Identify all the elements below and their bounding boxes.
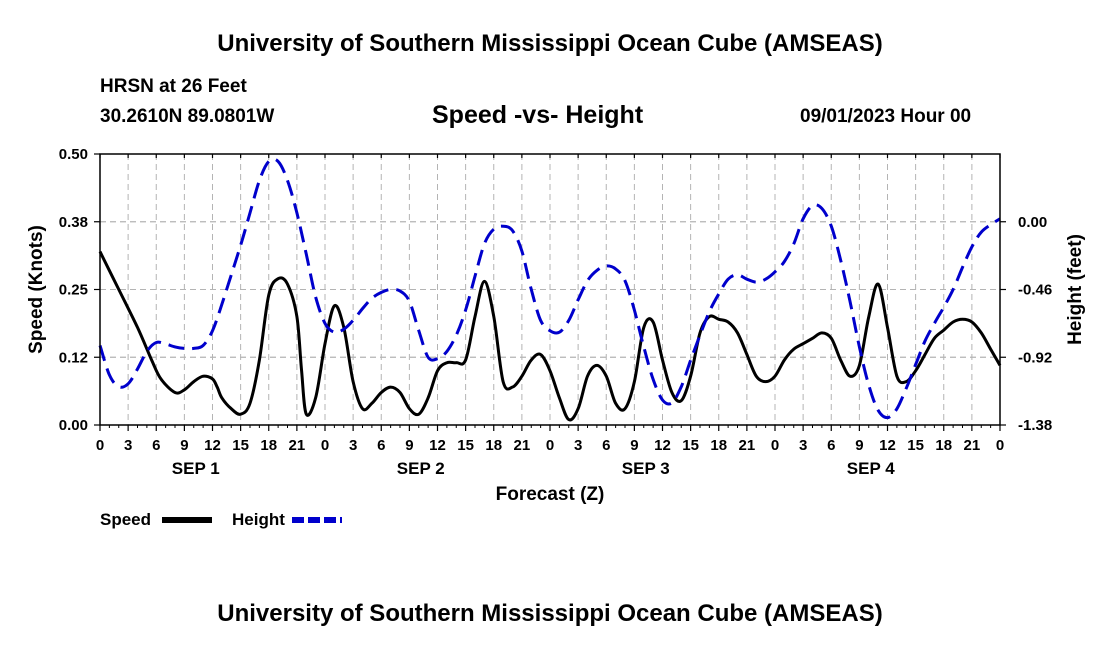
height-series-line: [98, 157, 1001, 420]
x-tick-label: 21: [964, 437, 981, 454]
x-tick-label: 12: [879, 437, 896, 454]
datetime-label: 09/01/2023 Hour 00: [800, 106, 972, 127]
y2-tick-label: -1.38: [1018, 417, 1052, 434]
x-tick-label: 15: [682, 437, 699, 454]
x-tick-label: 0: [771, 437, 779, 454]
day-label: SEP 2: [397, 459, 445, 478]
y2-tick-label: 0.00: [1018, 214, 1047, 231]
x-tick-label: 3: [574, 437, 582, 454]
day-label: SEP 3: [622, 459, 670, 478]
x-tick-label: 6: [152, 437, 160, 454]
x-tick-label: 15: [907, 437, 924, 454]
x-tick-label: 6: [602, 437, 610, 454]
x-tick-label: 3: [349, 437, 357, 454]
x-tick-label: 21: [739, 437, 756, 454]
x-tick-label: 0: [546, 437, 554, 454]
x-tick-label: 18: [485, 437, 502, 454]
y-tick-label: 0.00: [59, 417, 88, 434]
y-tick-label: 0.38: [59, 214, 88, 231]
x-tick-label: 9: [630, 437, 638, 454]
x-tick-label: 6: [827, 437, 835, 454]
grid: [100, 154, 1000, 425]
x-tick-label: 15: [232, 437, 249, 454]
x-axis-label: Forecast (Z): [496, 484, 605, 505]
x-tick-label: 0: [996, 437, 1004, 454]
x-tick-label: 3: [124, 437, 132, 454]
x-tick-label: 3: [799, 437, 807, 454]
y2-tick-label: -0.92: [1018, 349, 1052, 366]
x-tick-label: 0: [96, 437, 104, 454]
day-label: SEP 1: [172, 459, 220, 478]
x-tick-label: 0: [321, 437, 329, 454]
page-title: University of Southern Mississippi Ocean…: [217, 30, 883, 57]
y2-tick-label: -0.46: [1018, 282, 1052, 299]
day-label: SEP 4: [847, 459, 895, 478]
legend-speed-label: Speed: [100, 510, 151, 529]
x-tick-label: 21: [514, 437, 531, 454]
station-label: HRSN at 26 Feet: [100, 76, 247, 97]
axis-ticks: 0 3 6 9 12 15 18 21 0 3 6 9 12 15 18 21 0 3 6 9 12 15 18 21 0 3 6 9…: [59, 146, 1052, 478]
x-tick-label: 12: [429, 437, 446, 454]
x-tick-label: 12: [654, 437, 671, 454]
x-tick-label: 9: [180, 437, 188, 454]
x-tick-label: 12: [204, 437, 221, 454]
speed-series-line: [98, 250, 1002, 422]
x-tick-label: 6: [377, 437, 385, 454]
x-tick-label: 18: [935, 437, 952, 454]
x-tick-label: 21: [289, 437, 306, 454]
x-tick-label: 18: [710, 437, 727, 454]
x-tick-label: 15: [457, 437, 474, 454]
y-tick-label: 0.25: [59, 282, 88, 299]
legend-height-label: Height: [232, 510, 285, 529]
y-axis-label: Speed (Knots): [26, 225, 47, 354]
y2-axis-label: Height (feet): [1065, 234, 1086, 345]
chart-title: Speed -vs- Height: [432, 101, 644, 129]
x-tick-label: 9: [855, 437, 863, 454]
legend: Speed Height: [100, 510, 342, 529]
footer-title: University of Southern Mississippi Ocean…: [217, 600, 883, 627]
location-label: 30.2610N 89.0801W: [100, 106, 275, 127]
x-tick-label: 9: [405, 437, 413, 454]
series-layer: [98, 157, 1002, 422]
y-tick-label: 0.12: [59, 349, 88, 366]
x-tick-label: 18: [260, 437, 277, 454]
y-tick-label: 0.50: [59, 146, 88, 163]
